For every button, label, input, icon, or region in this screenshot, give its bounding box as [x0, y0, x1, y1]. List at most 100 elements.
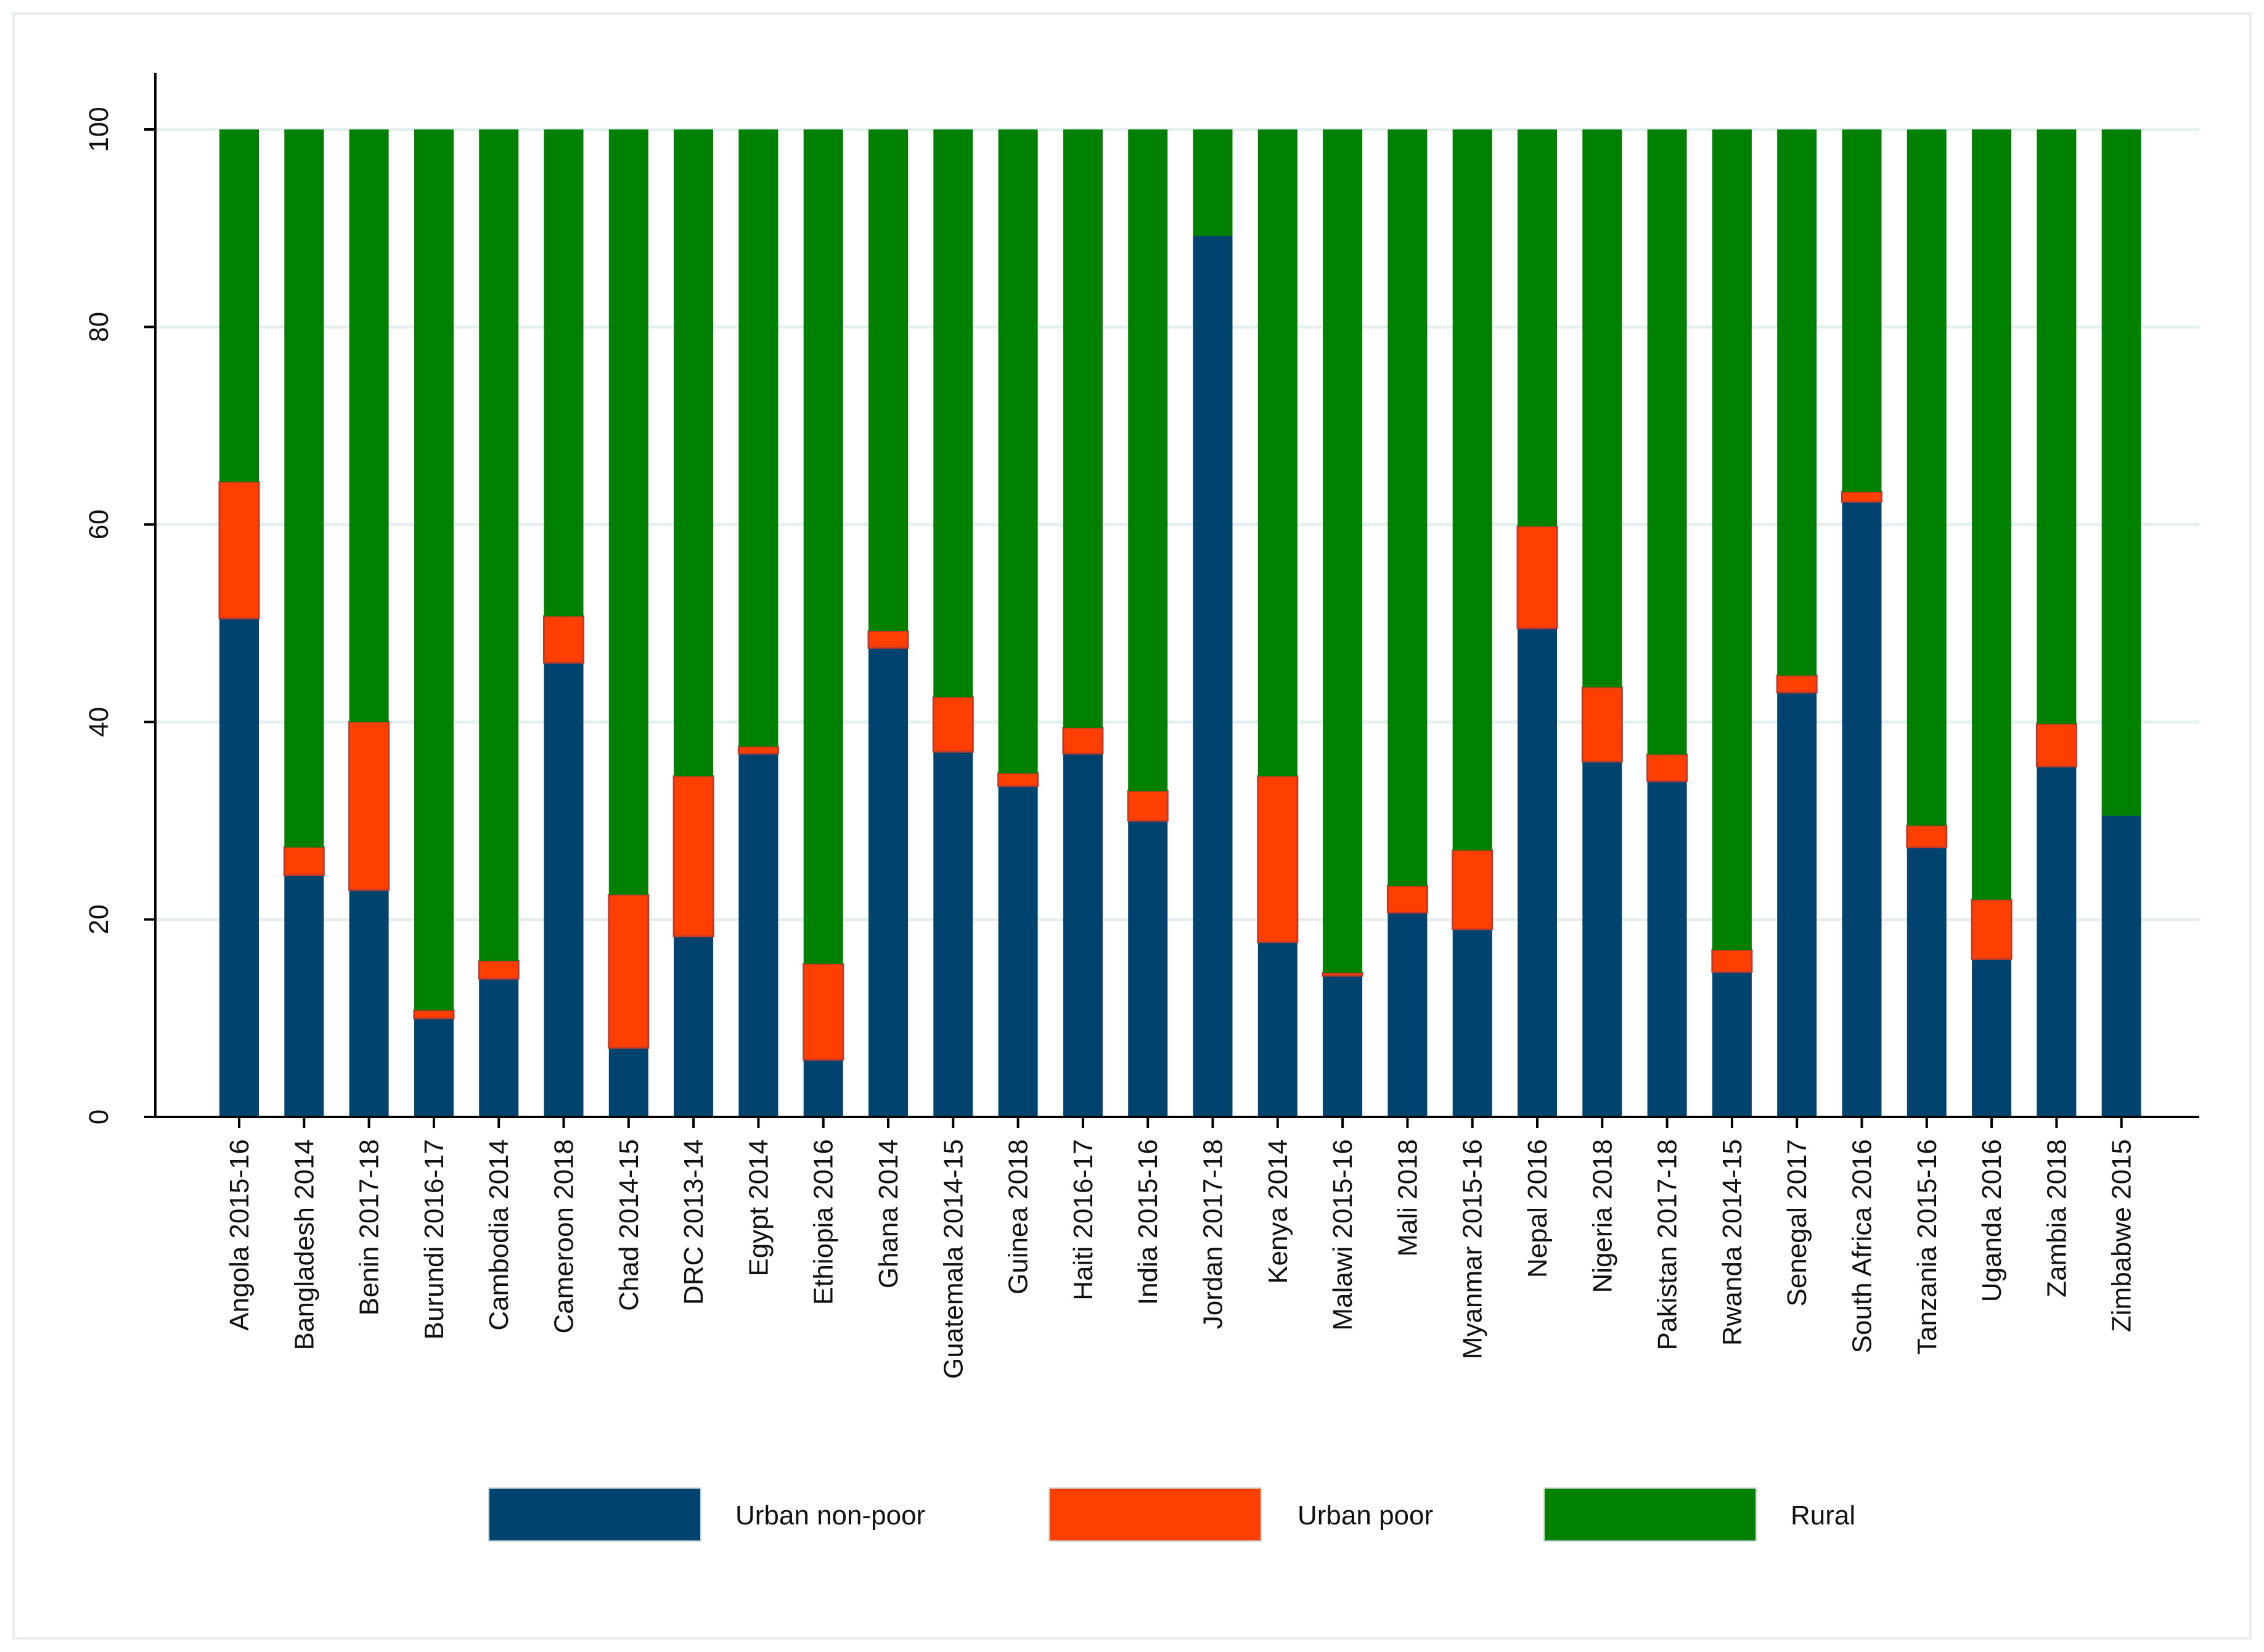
bar-segment — [933, 751, 973, 1117]
x-category-label: Senegal 2017 — [1782, 1139, 1812, 1307]
bar-segment — [738, 129, 779, 747]
bar-segment — [413, 1009, 455, 1020]
gridlines — [155, 128, 2199, 922]
bar-segment — [1972, 959, 2012, 1117]
x-category-label: Angola 2015-16 — [224, 1139, 255, 1331]
legend: Urban non-poor Urban poor Rural — [488, 1487, 1855, 1542]
x-category-label: Jordan 2017-18 — [1198, 1139, 1228, 1329]
x-category-label: Guatemala 2014-15 — [938, 1139, 968, 1379]
bar-segment — [1387, 129, 1428, 886]
x-category-label: Nepal 2016 — [1522, 1139, 1553, 1278]
bar-segment — [803, 129, 843, 964]
bar-segment — [1128, 129, 1168, 791]
bar-segment — [608, 894, 650, 1049]
bar-segment — [414, 129, 454, 1010]
bar-segment — [1128, 820, 1168, 1117]
bar-segment — [1972, 129, 2012, 900]
legend-label: Rural — [1791, 1500, 1855, 1531]
bar-segment — [2037, 129, 2077, 724]
x-category-label: DRC 2013-14 — [679, 1139, 709, 1305]
bar-segment — [1452, 849, 1494, 931]
x-category-label: Kenya 2014 — [1263, 1139, 1293, 1284]
bar-segment — [1257, 775, 1299, 943]
bar-segment — [608, 129, 648, 895]
bar-segment — [1516, 525, 1558, 629]
bar-segment — [1257, 129, 1298, 777]
x-category-label: Malawi 2015-16 — [1328, 1139, 1358, 1331]
bar-segment — [2101, 816, 2141, 1117]
bar-segment — [478, 960, 520, 980]
x-category-label: Myanmar 2015-16 — [1458, 1139, 1488, 1359]
x-category-label: Cameroon 2018 — [549, 1139, 579, 1334]
x-category-label: Zambia 2018 — [2041, 1139, 2072, 1298]
bar-segment — [1518, 129, 1557, 527]
bar-segment — [868, 129, 908, 631]
bar-segment — [1906, 847, 1947, 1117]
bar-segment — [1257, 942, 1298, 1117]
bar-segment — [1842, 501, 1882, 1117]
bar-segment — [1518, 628, 1557, 1117]
bar-segment — [544, 663, 584, 1117]
bar-segment — [1906, 824, 1948, 849]
x-category-label: Tanzania 2015-16 — [1912, 1139, 1942, 1355]
x-category-label: Nigeria 2018 — [1587, 1139, 1617, 1293]
y-tick-label: 40 — [84, 707, 114, 737]
y-tick-label: 0 — [84, 1110, 114, 1124]
bar-segment — [2035, 722, 2077, 767]
bar-segment — [1712, 129, 1752, 951]
bar-segment — [1646, 753, 1688, 782]
bar-segment — [1063, 753, 1103, 1117]
bar-segment — [1582, 761, 1622, 1117]
bar-segment — [932, 696, 974, 753]
bar-segment — [479, 978, 519, 1117]
y-tick-label: 100 — [84, 107, 114, 152]
y-tick-label: 20 — [84, 904, 114, 934]
bar-segment — [998, 786, 1038, 1117]
legend-label: Urban non-poor — [735, 1500, 925, 1531]
x-category-label: Mali 2018 — [1392, 1139, 1423, 1257]
bar-segment — [867, 630, 909, 649]
bar-segment — [803, 963, 844, 1061]
y-tick-labels: 0 20 40 60 80 100 — [84, 107, 114, 1124]
bar-segment — [1647, 129, 1687, 755]
x-category-label: Egypt 2014 — [743, 1139, 774, 1277]
bar-segment — [349, 129, 389, 722]
x-category-label: Rwanda 2014-15 — [1717, 1139, 1747, 1346]
bar-segment — [284, 875, 324, 1117]
legend-swatch — [1048, 1487, 1262, 1542]
bar-segment — [1971, 899, 2013, 960]
x-category-label: Ethiopia 2016 — [809, 1139, 839, 1305]
x-category-label: Uganda 2016 — [1977, 1139, 2007, 1302]
bar-segment — [349, 889, 389, 1117]
bar-segment — [1062, 727, 1104, 754]
bar-segment — [674, 936, 714, 1117]
bars — [218, 129, 2141, 1117]
bar-segment — [1841, 491, 1882, 503]
bar-segment — [1647, 781, 1687, 1117]
bar-segment — [1712, 971, 1752, 1117]
bar-segment — [1193, 129, 1233, 237]
bar-segment — [414, 1018, 454, 1117]
bar-segment — [1323, 129, 1363, 973]
axes — [144, 73, 2199, 1128]
bar-segment — [479, 129, 519, 961]
y-tick-label: 80 — [84, 312, 114, 342]
bar-segment — [1582, 129, 1622, 688]
bar-segment — [543, 615, 584, 664]
bar-segment — [1063, 129, 1103, 728]
bar-segment — [674, 129, 714, 777]
bar-segment — [1386, 885, 1428, 914]
bar-segment — [283, 846, 325, 877]
outer-border — [12, 12, 2252, 1640]
bar-segment — [608, 1047, 648, 1117]
x-category-label: Burundi 2016-17 — [419, 1139, 449, 1339]
bar-segment — [544, 129, 584, 616]
legend-swatch — [488, 1487, 701, 1542]
bar-segment — [1452, 129, 1492, 851]
bar-segment — [1127, 790, 1169, 822]
legend-swatch — [1543, 1487, 1757, 1542]
x-category-label: India 2015-16 — [1133, 1139, 1163, 1305]
x-category-label: Ghana 2014 — [873, 1139, 904, 1288]
